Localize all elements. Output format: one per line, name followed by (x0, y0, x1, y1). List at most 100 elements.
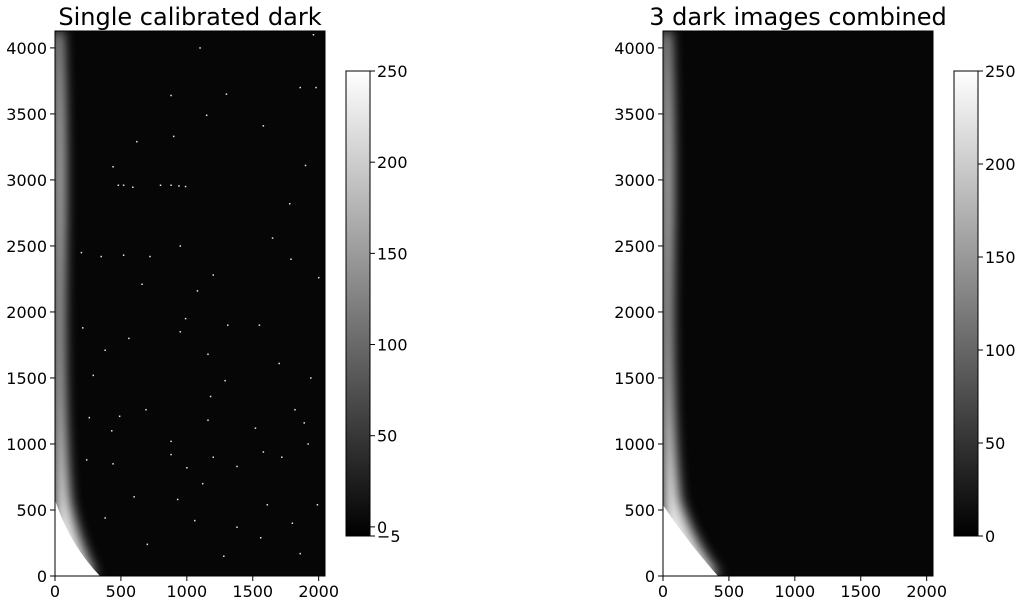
y-tick-label: 0 (645, 567, 655, 586)
hot-pixel (110, 430, 113, 432)
hot-pixel (159, 184, 162, 187)
colorbar-tick-label: 0 (985, 527, 995, 546)
image-background (663, 31, 933, 576)
vignette-corner (663, 505, 718, 576)
colorbar-tick-label: 50 (985, 434, 1005, 453)
x-tick-label: 0 (658, 582, 668, 601)
hot-pixel (81, 327, 84, 329)
colorbar-tick-label: 150 (377, 244, 408, 263)
image-area (663, 31, 933, 576)
y-tick-label: 3000 (614, 171, 655, 190)
colorbar-tick-label: 250 (985, 62, 1016, 81)
hot-pixel (209, 395, 212, 398)
hot-pixel (281, 456, 283, 458)
y-tick-label: 0 (37, 567, 47, 586)
hot-pixel (196, 290, 199, 292)
image-frame (662, 30, 934, 577)
x-tick-label: 1000 (166, 582, 207, 601)
hot-pixel (186, 467, 188, 469)
y-tick-label: 3500 (614, 105, 655, 124)
colorbar-tick-label: 100 (985, 341, 1016, 360)
hot-pixel (85, 459, 88, 461)
hot-pixel (212, 456, 215, 458)
hot-pixel (141, 283, 143, 286)
x-tick-label: 1000 (774, 582, 815, 601)
colorbar: 0 50 100 150 200 250 −5 (345, 62, 408, 546)
chart-title: 3 dark images combined (649, 3, 947, 31)
hot-pixel (315, 86, 317, 89)
hot-pixel (294, 408, 296, 411)
hot-pixel (80, 251, 83, 254)
hot-pixel (207, 353, 209, 355)
hot-pixel (122, 184, 125, 187)
hot-pixels (80, 33, 320, 557)
hot-pixel (184, 185, 187, 188)
hot-pixel (290, 258, 292, 260)
hot-pixel (149, 255, 151, 258)
x-tick-label: 500 (714, 582, 745, 601)
hot-pixel (224, 379, 226, 382)
x-axis-ticks: 0 500 1000 1500 2000 (658, 576, 947, 601)
hot-pixel (303, 422, 305, 424)
x-tick-label: 0 (50, 582, 60, 601)
hot-pixel (170, 440, 172, 443)
hot-pixel (254, 427, 257, 429)
y-tick-label: 2500 (614, 237, 655, 256)
y-tick-label: 2000 (614, 303, 655, 322)
colorbar-tick-label: 200 (985, 155, 1016, 174)
colorbar-ticks: 0 50 100 150 200 250 (978, 62, 1016, 546)
hot-pixel (172, 135, 175, 138)
hot-pixel (227, 324, 229, 326)
hot-pixel (179, 331, 182, 333)
hot-pixel (259, 537, 262, 539)
x-tick-label: 2000 (298, 582, 339, 601)
y-axis-ticks: 0 500 1000 1500 2000 2500 3000 3500 4000 (6, 39, 55, 586)
hot-pixel (100, 255, 102, 258)
hot-pixel (176, 498, 179, 501)
hot-pixel (258, 324, 261, 326)
hot-pixel (122, 254, 125, 256)
y-tick-label: 1000 (6, 435, 47, 454)
y-tick-label: 4000 (614, 39, 655, 58)
hot-pixel (205, 114, 208, 117)
y-tick-label: 2500 (6, 237, 47, 256)
hot-pixel (179, 245, 182, 247)
colorbar-tick-label: 250 (377, 62, 408, 81)
colorbar-tick-label: 150 (985, 248, 1016, 267)
hot-pixel (307, 443, 309, 445)
y-tick-label: 1500 (6, 369, 47, 388)
hot-pixel (201, 482, 204, 485)
hot-pixel (132, 186, 134, 188)
hot-pixel (184, 317, 187, 320)
colorbar-gradient (345, 70, 371, 537)
hot-pixel (212, 274, 215, 276)
x-tick-label: 2000 (906, 582, 947, 601)
hot-pixel (112, 463, 114, 465)
hot-pixel (262, 451, 265, 453)
vignette-corner (55, 500, 100, 576)
hot-pixel (262, 125, 265, 127)
hot-pixel (92, 374, 95, 377)
hot-pixel (199, 47, 201, 49)
image-frame (54, 30, 326, 577)
image-background (55, 31, 325, 576)
hot-pixel (104, 517, 106, 519)
hot-pixel (266, 504, 269, 506)
hot-pixel (299, 86, 302, 89)
hot-pixel (278, 362, 280, 365)
colorbar-gradient (953, 70, 979, 537)
colorbar-tick-label: 100 (377, 336, 408, 355)
y-tick-label: 3000 (6, 171, 47, 190)
hot-pixel (88, 416, 91, 419)
hot-pixel (170, 453, 172, 456)
hot-pixel (207, 419, 209, 422)
y-tick-label: 3500 (6, 105, 47, 124)
colorbar-tick-label: −5 (377, 527, 401, 546)
hot-pixel (310, 377, 312, 379)
x-tick-label: 1500 (232, 582, 273, 601)
hot-pixel (145, 408, 147, 411)
colorbar-tick-label: 0 (377, 518, 387, 537)
hot-pixel (170, 94, 172, 97)
hot-pixel (136, 140, 138, 143)
hot-pixel (146, 543, 149, 546)
